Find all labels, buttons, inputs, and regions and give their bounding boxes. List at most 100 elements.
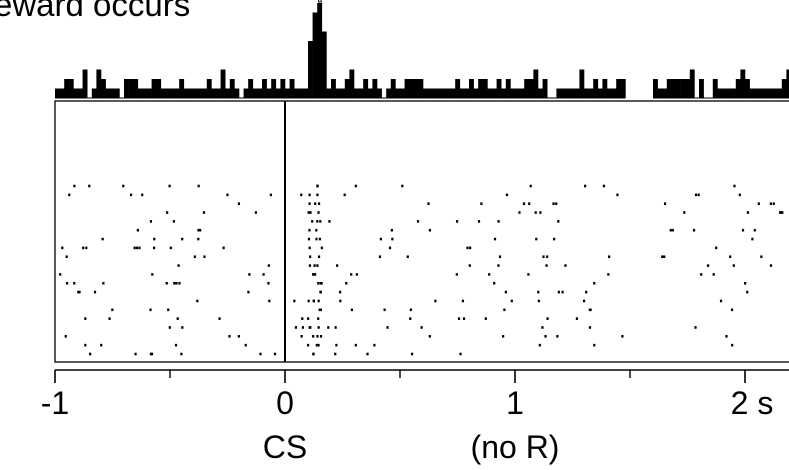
spike-mark xyxy=(168,184,171,188)
spike-mark xyxy=(237,202,241,205)
histogram-bar xyxy=(216,88,221,98)
histogram-bar xyxy=(151,79,157,98)
spike-mark xyxy=(181,237,184,241)
histogram-bar xyxy=(579,69,585,98)
spike-mark xyxy=(671,228,674,232)
burst-spike-mark xyxy=(309,211,312,214)
spike-mark xyxy=(267,281,270,285)
spike-mark xyxy=(174,343,178,347)
histogram-bar xyxy=(505,79,511,98)
spike-mark xyxy=(390,228,393,232)
histogram-bar xyxy=(266,88,272,98)
spike-mark xyxy=(391,237,394,241)
histogram-bar xyxy=(538,88,543,98)
burst-spike-mark xyxy=(319,290,322,294)
spike-mark xyxy=(546,255,549,259)
spike-mark xyxy=(608,255,611,259)
spike-mark xyxy=(498,255,502,259)
burst-spike-mark xyxy=(307,317,310,320)
histogram-bar xyxy=(745,79,750,98)
burst-spike-mark xyxy=(317,299,320,303)
burst-spike-mark xyxy=(312,335,315,338)
spike-mark xyxy=(468,264,471,267)
burst-spike-mark xyxy=(317,281,320,285)
burst-spike-mark xyxy=(311,220,314,223)
spike-mark xyxy=(166,211,169,214)
spike-mark xyxy=(616,193,619,197)
histogram-bar xyxy=(496,79,502,98)
spike-mark xyxy=(68,193,71,197)
spike-mark xyxy=(149,308,152,312)
spike-mark xyxy=(102,281,105,285)
spike-mark xyxy=(84,317,87,320)
histogram-bar xyxy=(358,88,364,98)
spike-mark xyxy=(196,299,199,303)
spike-mark xyxy=(477,220,481,223)
spike-mark xyxy=(133,246,136,250)
spike-mark xyxy=(82,246,85,250)
spike-mark xyxy=(528,202,531,205)
spike-mark xyxy=(510,299,513,303)
histogram-bar xyxy=(344,79,350,98)
spike-mark xyxy=(172,220,176,223)
histogram-bar xyxy=(717,88,723,98)
burst-spike-mark xyxy=(309,326,312,329)
histogram-bar xyxy=(570,88,576,98)
spike-mark xyxy=(744,281,747,285)
x-tick-label: 1 xyxy=(506,385,524,421)
histogram-bar xyxy=(367,88,373,98)
burst-spike-mark xyxy=(307,211,310,214)
spike-mark xyxy=(561,290,564,294)
burst-spike-mark xyxy=(312,273,315,276)
histogram-bar xyxy=(597,88,603,98)
spike-mark xyxy=(77,290,80,294)
spike-mark xyxy=(457,317,461,320)
spike-mark xyxy=(712,273,715,276)
histogram-bar xyxy=(749,88,755,98)
burst-spike-mark xyxy=(318,308,321,312)
histogram-bar xyxy=(602,79,608,98)
spike-mark xyxy=(177,264,180,267)
histogram-bar xyxy=(298,88,304,98)
histogram-bar xyxy=(289,79,295,98)
histogram-bar xyxy=(478,79,484,98)
histogram-peak-cap xyxy=(318,0,322,3)
histogram-bar xyxy=(593,79,599,98)
spike-mark xyxy=(85,246,88,250)
histogram-bar xyxy=(317,3,323,98)
spike-mark xyxy=(769,202,772,205)
spike-mark xyxy=(108,317,111,320)
spike-mark xyxy=(262,273,265,276)
histogram-bar xyxy=(519,88,525,98)
spike-mark xyxy=(293,299,296,303)
spike-mark xyxy=(153,237,156,241)
spike-mark xyxy=(484,317,487,320)
burst-spike-mark xyxy=(309,255,312,259)
spike-mark xyxy=(535,237,538,241)
spike-mark xyxy=(593,343,596,347)
histogram-bar xyxy=(114,88,120,98)
burst-spike-mark xyxy=(316,220,319,223)
chart-title: eward occurs xyxy=(0,0,191,23)
histogram-bar xyxy=(542,79,548,98)
spike-mark xyxy=(661,255,664,259)
histogram-bar xyxy=(349,69,355,98)
spike-mark xyxy=(729,255,732,259)
spike-mark xyxy=(149,352,153,356)
spike-mark xyxy=(65,255,68,259)
spike-mark xyxy=(64,335,67,338)
spike-mark xyxy=(582,299,586,303)
spike-mark xyxy=(334,352,337,356)
spike-mark xyxy=(366,352,369,356)
spike-mark xyxy=(343,193,346,197)
histogram-bar xyxy=(55,88,60,98)
spike-mark xyxy=(149,220,153,223)
spike-mark xyxy=(378,255,381,259)
histogram-bar xyxy=(252,88,258,98)
histogram-bar xyxy=(128,79,134,98)
histogram-bar xyxy=(777,88,783,98)
spike-mark xyxy=(719,299,723,303)
histogram-bar xyxy=(427,88,433,98)
spike-mark xyxy=(327,326,330,329)
